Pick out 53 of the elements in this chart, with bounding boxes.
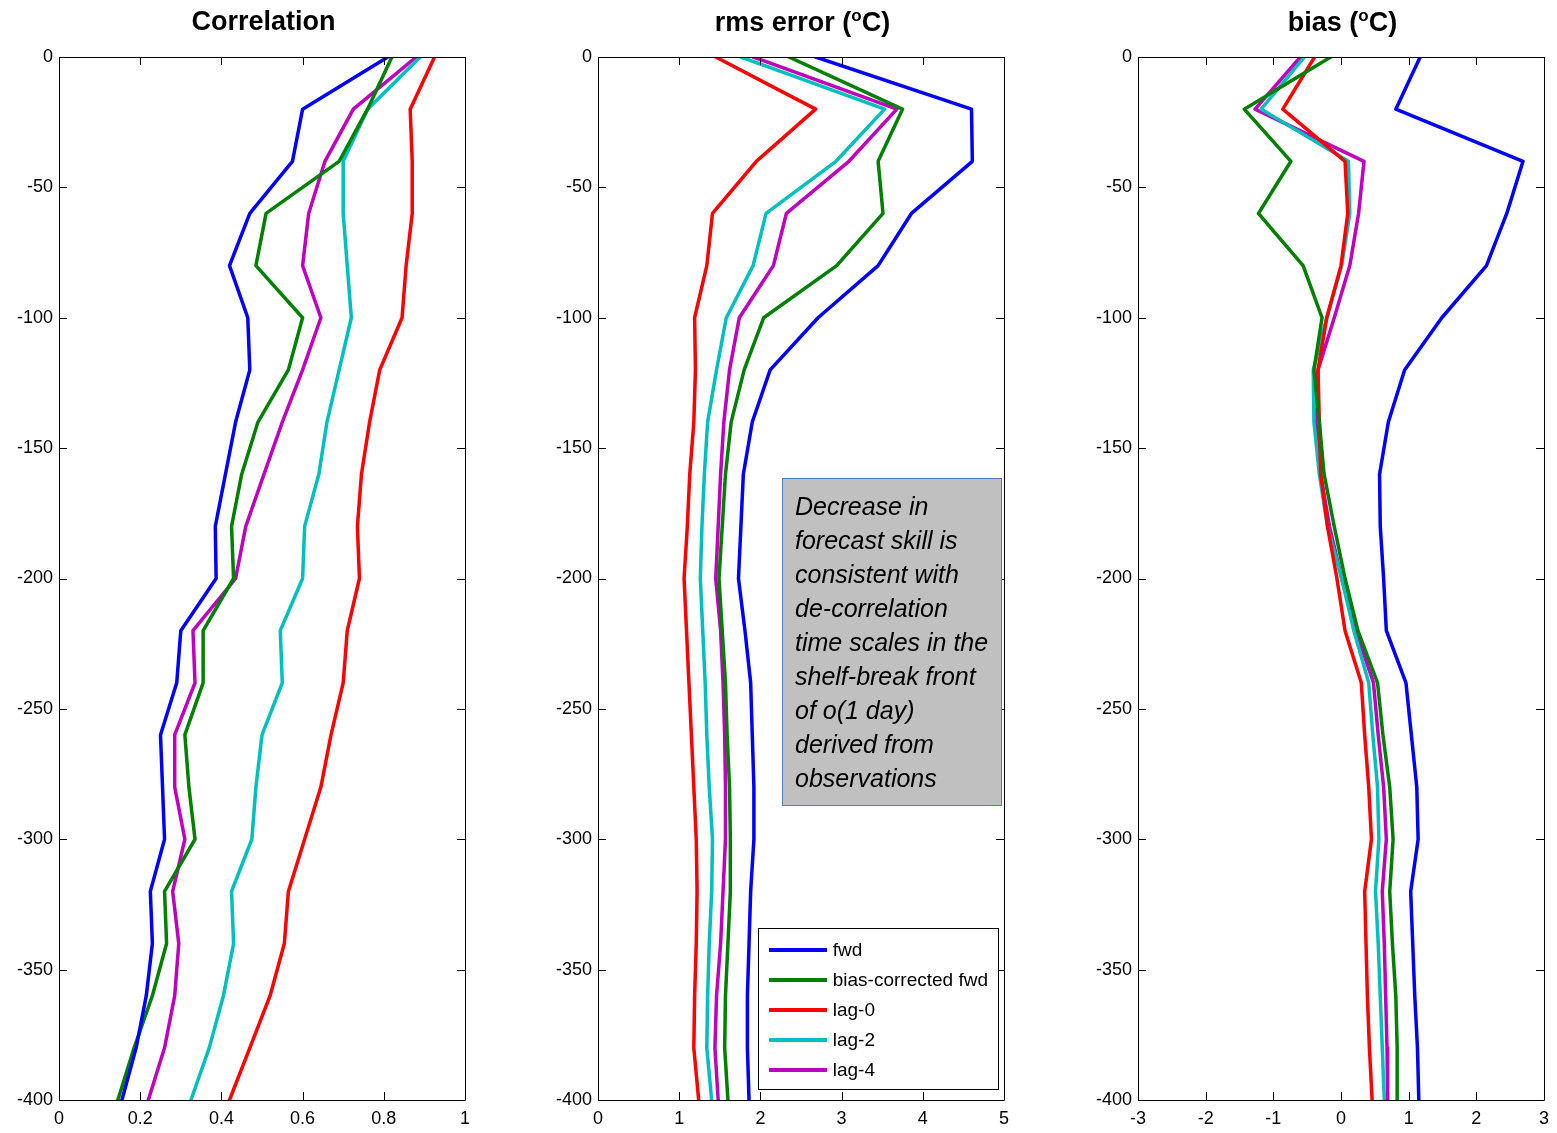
- y-tick-label: -150: [16, 437, 53, 458]
- y-tick-label: -50: [26, 176, 53, 197]
- x-tick-label: 0.2: [127, 1107, 153, 1128]
- y-tick-label: -50: [1105, 176, 1132, 197]
- y-tick-label: -250: [16, 697, 53, 718]
- y-tick-label: -200: [1095, 567, 1132, 588]
- y-tick-label: -150: [1095, 437, 1132, 458]
- y-tick-label: -350: [16, 958, 53, 979]
- y-tick-label: -250: [1095, 697, 1132, 718]
- y-tick-label: -100: [16, 306, 53, 327]
- x-tick-label: 1: [1403, 1107, 1414, 1128]
- y-tick-label: -150: [555, 437, 592, 458]
- y-tick-label: 0: [1121, 45, 1132, 66]
- x-tick-label: 1: [459, 1107, 470, 1128]
- callout-box: Decrease in forecast skill is consistent with de-correlation time scales in the shelf-break front of o(1 day) derived from observations: [782, 478, 1002, 806]
- chart-title: rms error ($^{o}$C): [713, 6, 892, 38]
- legend-label: lag-0: [832, 998, 876, 1022]
- x-tick-label: 0: [1335, 1107, 1347, 1128]
- x-tick-label: 3: [1538, 1107, 1549, 1128]
- chart-title: Correlation: [190, 6, 337, 37]
- x-tick-label: 2: [1471, 1107, 1482, 1128]
- legend-label: bias-corrected fwd: [832, 968, 988, 992]
- y-tick-label: -350: [555, 958, 592, 979]
- y-tick-label: -100: [1095, 306, 1132, 327]
- x-tick-label: -1: [1265, 1107, 1282, 1128]
- y-tick-label: -50: [565, 176, 592, 197]
- x-tick-label: 4: [917, 1107, 928, 1128]
- y-tick-label: -300: [555, 828, 592, 849]
- chart-title: bias ($^{o}$C): [1286, 6, 1399, 38]
- x-tick-label: 5: [998, 1107, 1009, 1128]
- x-tick-label: 0.4: [208, 1107, 234, 1128]
- x-tick-label: 0.8: [371, 1107, 397, 1128]
- legend-label: lag-2: [832, 1028, 876, 1052]
- legend-label: fwd: [832, 938, 863, 962]
- y-tick-label: -400: [1095, 1088, 1132, 1109]
- x-tick-label: 1: [674, 1107, 685, 1128]
- y-tick-label: -200: [555, 567, 592, 588]
- y-tick-label: -300: [1095, 828, 1132, 849]
- y-tick-label: -400: [555, 1088, 592, 1109]
- x-tick-label: -3: [1129, 1107, 1147, 1128]
- x-tick-label: 2: [755, 1107, 766, 1128]
- y-tick-label: 0: [42, 45, 53, 66]
- y-tick-label: -200: [16, 567, 53, 588]
- y-tick-label: -400: [16, 1088, 53, 1109]
- y-tick-label: -300: [16, 828, 53, 849]
- y-tick-label: -350: [1095, 958, 1132, 979]
- x-tick-label: -2: [1197, 1107, 1214, 1128]
- x-tick-label: 0.6: [290, 1107, 316, 1128]
- x-tick-label: 3: [836, 1107, 847, 1128]
- legend-label: lag-4: [832, 1058, 876, 1082]
- y-tick-label: -100: [555, 306, 592, 327]
- y-tick-label: -250: [555, 697, 592, 718]
- y-tick-label: 0: [581, 45, 592, 66]
